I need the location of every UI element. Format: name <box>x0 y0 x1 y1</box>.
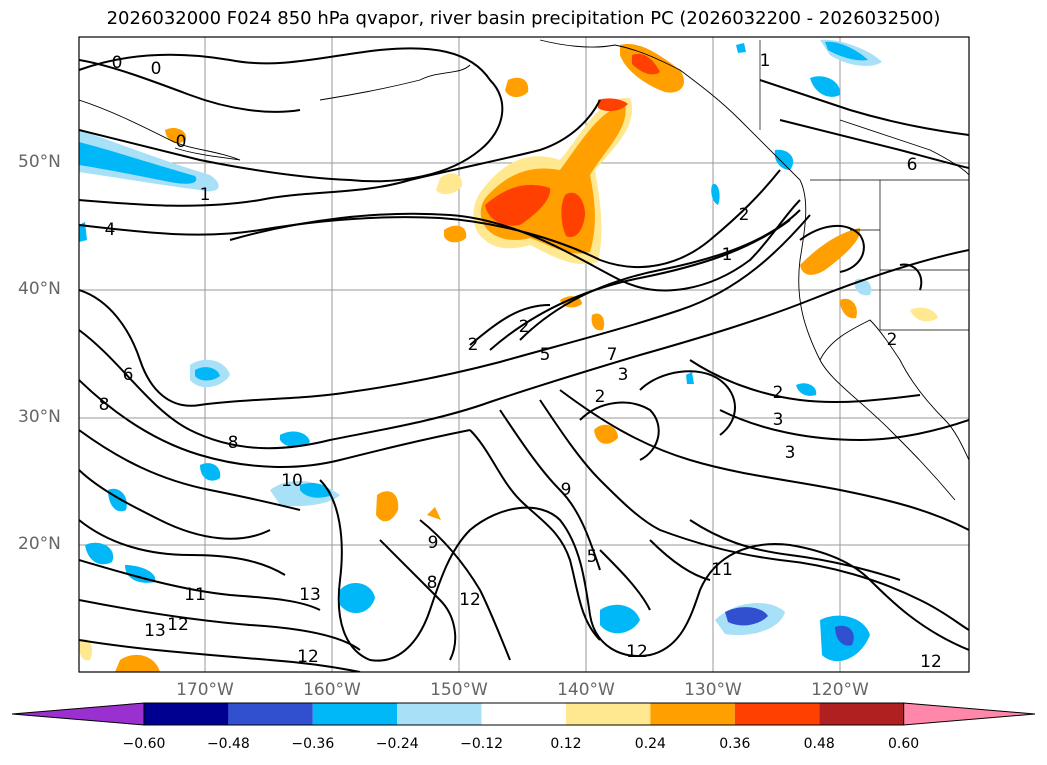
map-title: 2026032000 F024 850 hPa qvapor, river ba… <box>106 8 941 29</box>
colorbar-bin <box>566 703 651 725</box>
lon-label: 140°W <box>557 680 615 700</box>
contour-label: 2 <box>468 335 479 355</box>
lon-label: 150°W <box>430 680 488 700</box>
contour-label: 12 <box>459 590 481 610</box>
colorbar-tick-label: −0.60 <box>122 736 166 752</box>
contour-label: 12 <box>626 642 648 662</box>
contour-label: 9 <box>428 533 439 553</box>
contour-label: 11 <box>711 560 733 580</box>
contour-label: 0 <box>176 132 187 152</box>
contour-label: 8 <box>99 395 110 415</box>
colorbar-tick-label: −0.48 <box>206 736 250 752</box>
map-plot-area: 0 0 0 1 1 1 2 2 2 2 2 2 3 3 3 4 5 5 6 6 <box>78 36 970 673</box>
colorbar-bin <box>144 703 229 725</box>
contour-label: 0 <box>151 59 162 79</box>
colorbar-tick-label: 0.48 <box>803 736 835 752</box>
lon-label: 120°W <box>811 680 869 700</box>
colorbar-bin <box>481 703 566 725</box>
lon-label: 160°W <box>303 680 361 700</box>
contour-label: 9 <box>561 480 572 500</box>
lat-label: 30°N <box>18 407 61 427</box>
contour-label: 2 <box>887 330 898 350</box>
contour-label: 3 <box>773 410 784 430</box>
colorbar-tick-label: 0.36 <box>719 736 751 752</box>
contour-label: 2 <box>739 205 750 225</box>
contour-label: 11 <box>184 585 206 605</box>
lon-label: 130°W <box>684 680 742 700</box>
contour-label: 1 <box>760 51 771 71</box>
contour-label: 8 <box>228 433 239 453</box>
colorbar-tick-label: −0.24 <box>375 736 419 752</box>
contour-label: 8 <box>427 573 438 593</box>
colorbar-tick-label: −0.36 <box>291 736 335 752</box>
contour-label: 2 <box>773 383 784 403</box>
contour-labels: 0 0 0 1 1 1 2 2 2 2 2 2 3 3 3 4 5 5 6 6 <box>99 51 942 672</box>
colorbar-bin <box>819 703 904 725</box>
contour-label: 13 <box>144 621 166 641</box>
contour-label: 13 <box>299 585 321 605</box>
colorbar-bin <box>734 703 820 725</box>
colorbar-bin <box>650 703 735 725</box>
colorbar-tick-label: 0.60 <box>888 736 920 752</box>
contour-label: 12 <box>167 615 189 635</box>
colorbar-tick-label: 0.24 <box>634 736 666 752</box>
contour-label: 12 <box>920 652 942 672</box>
contour-label: 5 <box>587 547 598 567</box>
precip-positive-shading <box>79 44 938 672</box>
lat-label: 50°N <box>18 152 61 172</box>
contour-label: 1 <box>200 185 211 205</box>
contour-label: 3 <box>785 443 796 463</box>
contour-label: 2 <box>519 317 530 337</box>
contour-label: 10 <box>281 471 303 491</box>
contour-label: 6 <box>123 365 134 385</box>
colorbar-extend-high <box>903 702 1036 726</box>
contour-label: 7 <box>607 345 618 365</box>
colorbar-bin <box>228 703 313 725</box>
map-frame <box>78 36 970 673</box>
lat-label: 20°N <box>18 534 61 554</box>
colorbar-bin <box>312 703 398 725</box>
contour-label: 2 <box>595 387 606 407</box>
contour-label: 5 <box>540 345 551 365</box>
precip-negative-shading <box>79 39 882 662</box>
colorbar-tick-label: 0.12 <box>550 736 582 752</box>
contour-label: 1 <box>722 245 733 265</box>
colorbar-bin <box>397 703 482 725</box>
contour-label: 12 <box>297 647 319 667</box>
lon-label: 170°W <box>176 680 234 700</box>
lat-label: 40°N <box>18 279 61 299</box>
colorbar-extend-low <box>11 702 145 726</box>
qvapor-contours <box>79 47 969 672</box>
contour-label: 0 <box>112 53 123 73</box>
contour-label: 3 <box>618 365 629 385</box>
colorbar <box>11 702 1036 726</box>
contour-label: 6 <box>907 155 918 175</box>
contour-label: 4 <box>105 220 116 240</box>
colorbar-tick-label: −0.12 <box>460 736 504 752</box>
